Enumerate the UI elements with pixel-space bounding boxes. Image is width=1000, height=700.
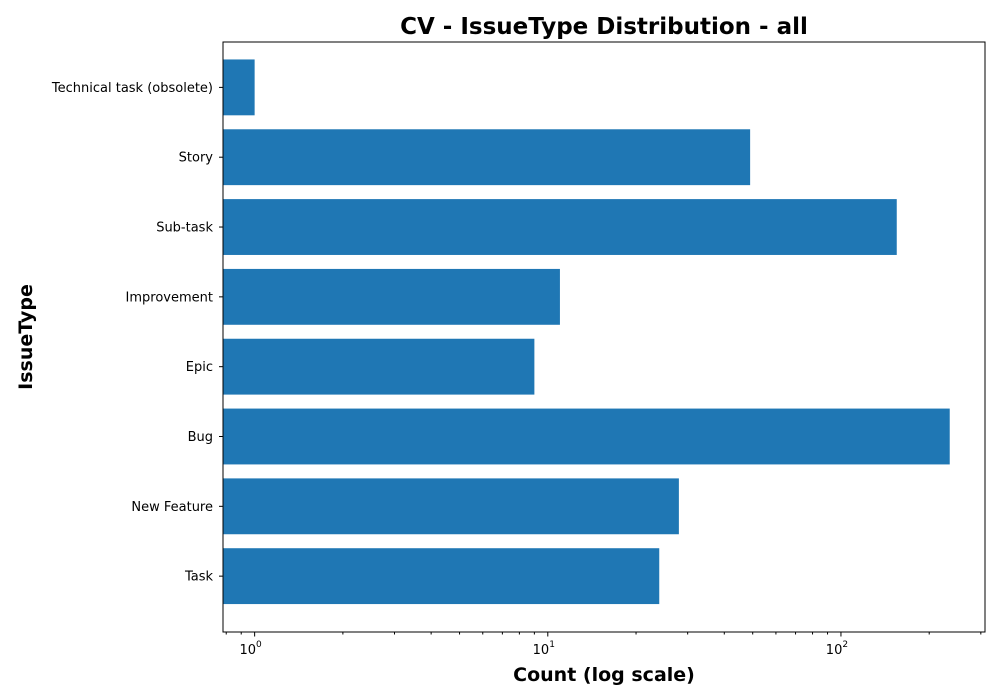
y-tick-label: Task: [184, 570, 214, 585]
bar-epic: [223, 338, 535, 395]
bar-story: [223, 129, 751, 186]
bar-new-feature: [223, 478, 679, 535]
bar-bug: [223, 408, 950, 465]
bar-sub-task: [223, 199, 897, 255]
bar-improvement: [223, 268, 560, 325]
y-tick-label: New Feature: [131, 500, 213, 515]
y-axis-label: IssueType: [15, 284, 37, 390]
bars-group: [223, 59, 950, 605]
x-tick-label: 100: [239, 640, 262, 658]
x-axis-label: Count (log scale): [513, 664, 695, 686]
y-tick-label: Technical task (obsolete): [51, 81, 213, 96]
y-tick-label: Improvement: [126, 290, 213, 305]
plot-frame: [222, 41, 986, 633]
x-axis-ticks: 100 101 102: [225, 632, 982, 658]
bar-technical-task-obsolete: [223, 59, 255, 116]
y-tick-label: Sub-task: [156, 221, 213, 236]
y-tick-label: Epic: [186, 360, 213, 375]
bar-task: [223, 548, 660, 605]
chart-title: CV - IssueType Distribution - all: [400, 14, 808, 40]
x-tick-label: 102: [826, 640, 848, 658]
x-tick-label: 101: [533, 640, 555, 658]
y-axis-ticks: Task New Feature Bug Epic Improvement Sub-tas…: [51, 81, 223, 585]
y-tick-label: Story: [179, 151, 214, 166]
y-tick-label: Bug: [188, 430, 213, 445]
